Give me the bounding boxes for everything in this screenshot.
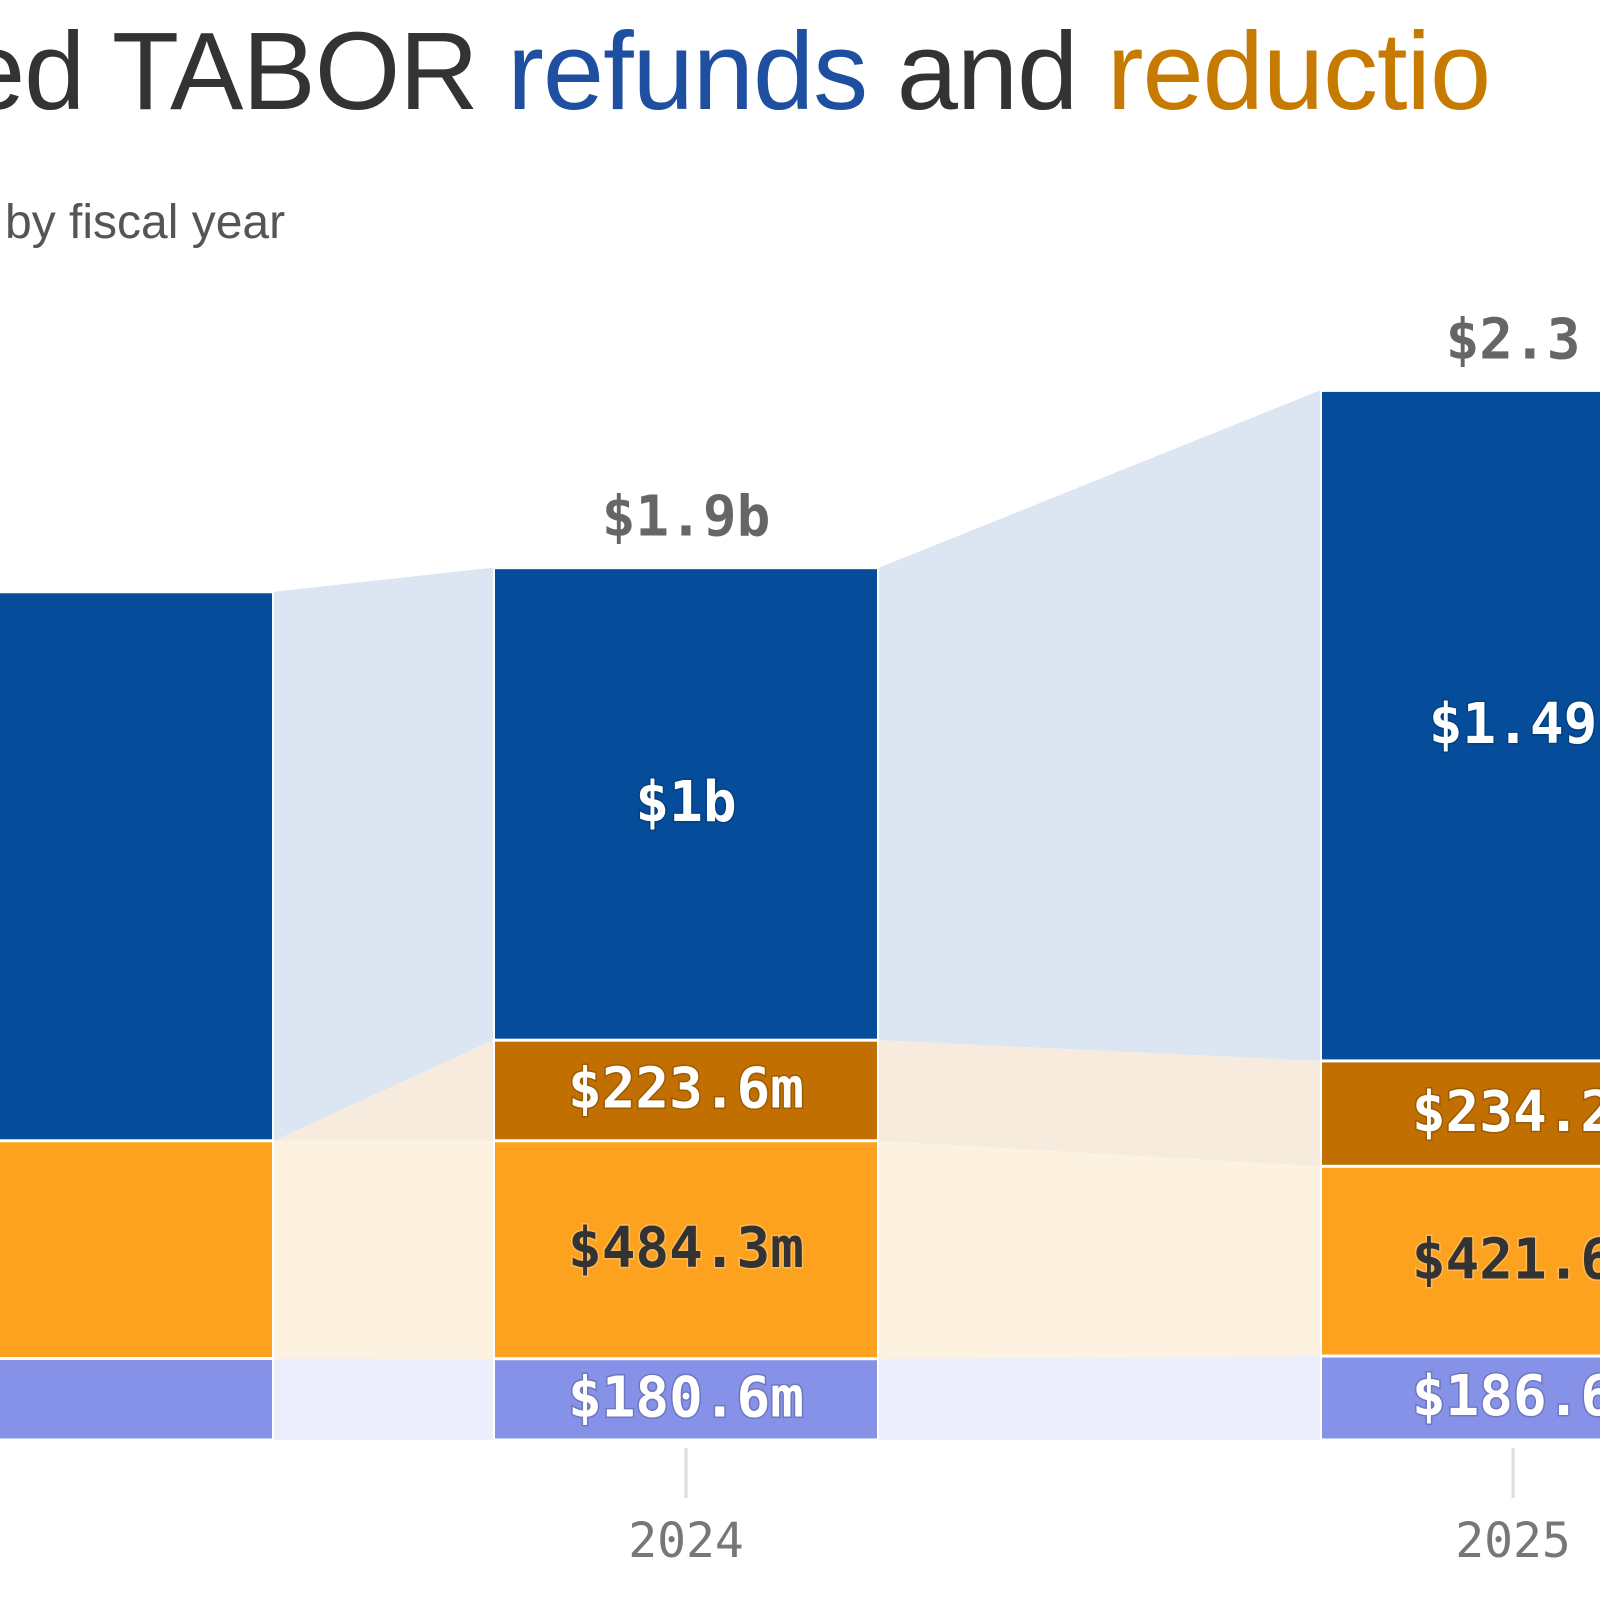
connector-band [879,1356,1320,1440]
connector-band [274,1040,493,1141]
bar-segment [0,1360,272,1439]
bar-segment [495,569,877,1039]
connector-band [879,1140,1320,1359]
bar-segment [495,1142,877,1358]
connector-band [879,1040,1320,1167]
x-tick-label: 2025 [1455,1513,1571,1569]
chart-title: ed TABOR refunds and reductio [0,10,1491,133]
connector-band [274,1358,493,1440]
total-labels: $1.9b $2.3 [602,307,1581,549]
bar-total-label: $1.9b [602,485,771,550]
bar-segments [0,391,1600,1439]
segment-value-label: $1.49 [1429,692,1598,757]
segment-labels: $180.6m $484.3m $223.6m $1b $186.6 $421.6 $234… [566,690,1600,1432]
segment-value-label: $421.6 [1412,1227,1600,1292]
bar-segment [0,593,272,1140]
segment-value-label: $1b [635,770,736,835]
bar-total-label: $2.3 [1446,307,1581,372]
bar-segment [1322,391,1600,1060]
bar-segment [0,1142,272,1358]
bar-segment [1322,1167,1600,1355]
x-tick-label: 2024 [628,1513,744,1569]
segment-value-label: $186.6 [1412,1364,1600,1429]
title-refunds-word: refunds [507,10,868,133]
chart-subtitle: by fiscal year [5,196,286,249]
segment-value-label: $180.6m [568,1366,804,1431]
connector-band [274,567,493,1141]
segment-value-label: $223.6m [568,1057,804,1122]
connector-band [274,1140,493,1359]
bar-segment [495,1041,877,1140]
segment-value-label: $234.2 [1412,1080,1600,1145]
title-and-word: and [867,10,1107,133]
segment-value-label: $484.3m [568,1216,804,1281]
bar-segment [1322,1357,1600,1439]
x-axis: 2024 2025 [628,1448,1571,1569]
title-prefix: ed TABOR [0,10,508,133]
connector-bands [274,390,1320,1440]
connector-band [879,390,1320,1061]
title-reduction-word: reductio [1106,10,1491,133]
bar-segment [1322,1062,1600,1165]
bar-segment [495,1360,877,1439]
